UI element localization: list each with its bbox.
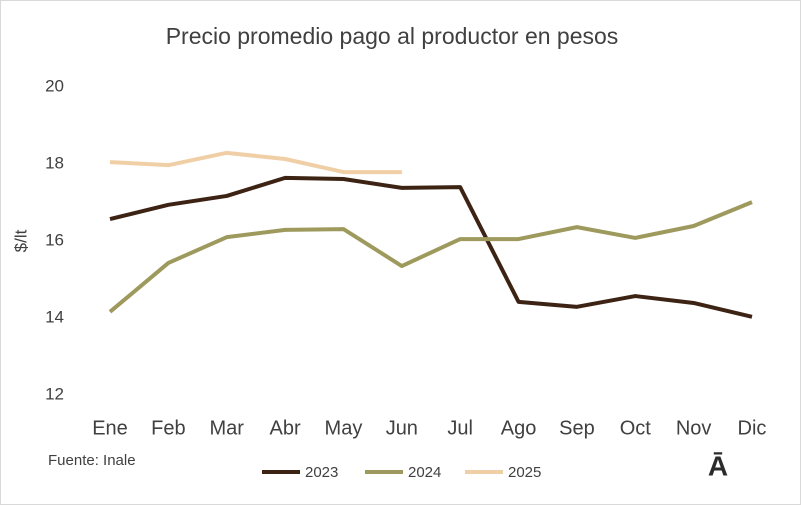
x-tick-label: Ago (501, 417, 537, 439)
y-tick-label: 12 (45, 384, 64, 403)
y-tick-label: 18 (45, 153, 64, 172)
x-tick-label: Feb (151, 417, 185, 439)
x-tick-label: Ene (92, 417, 128, 439)
legend-label: 2024 (408, 464, 441, 481)
legend-label: 2025 (508, 464, 541, 481)
logo: Ā (708, 450, 728, 481)
chart-title: Precio promedio pago al productor en pes… (166, 23, 619, 49)
legend-label: 2023 (305, 464, 338, 481)
x-tick-label: Dic (738, 417, 767, 439)
source-note: Fuente: Inale (48, 452, 136, 469)
x-tick-label: Sep (559, 417, 595, 439)
series-line (109, 150, 402, 175)
y-tick-label: 16 (45, 230, 64, 249)
x-tick-label: May (325, 417, 363, 439)
series-line (109, 175, 753, 319)
x-tick-label: Nov (676, 417, 712, 439)
series-line (108, 200, 753, 314)
x-tick-label: Abr (270, 417, 301, 439)
y-axis-label: $/lt (11, 229, 30, 252)
x-tick-label: Mar (210, 417, 245, 439)
y-tick-label: 20 (45, 76, 64, 95)
x-tick-label: Oct (620, 417, 652, 439)
x-tick-label: Jul (447, 417, 473, 439)
y-tick-label: 14 (45, 307, 64, 326)
x-tick-label: Jun (386, 417, 418, 439)
